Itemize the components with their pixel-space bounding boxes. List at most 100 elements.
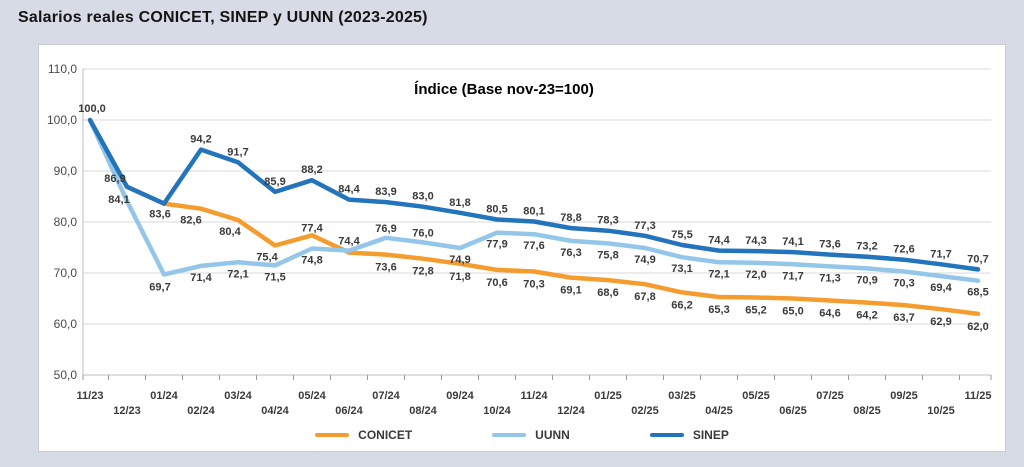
data-label-uunn: 74,4 xyxy=(338,236,360,248)
data-label-uunn: 75,8 xyxy=(597,249,618,261)
x-axis-label: 11/23 xyxy=(77,390,104,402)
legend-item-uunn: UUNN xyxy=(492,428,570,442)
data-label-uunn: 72,1 xyxy=(708,268,729,280)
conicet-line-swatch-icon xyxy=(315,433,350,437)
data-label-conicet: 82,6 xyxy=(180,215,201,227)
x-axis-label: 10/25 xyxy=(927,405,955,417)
data-label-uunn: 69,7 xyxy=(149,282,170,294)
x-axis-label: 07/25 xyxy=(816,390,844,402)
x-axis-label: 08/24 xyxy=(409,405,437,417)
legend-label: CONICET xyxy=(358,428,413,442)
sinep-line-swatch-icon xyxy=(649,433,684,437)
data-label-conicet: 70,6 xyxy=(486,277,507,289)
data-label-sinep: 74,1 xyxy=(782,236,803,248)
x-axis-label: 01/25 xyxy=(594,390,622,402)
data-label-uunn: 69,4 xyxy=(930,282,952,294)
data-label-sinep: 84,4 xyxy=(338,184,360,196)
data-label-conicet: 62,0 xyxy=(967,321,988,333)
legend-label: SINEP xyxy=(692,428,729,442)
x-axis-label: 08/25 xyxy=(853,405,881,417)
data-label-uunn: 71,5 xyxy=(264,271,285,283)
data-label-conicet: 70,3 xyxy=(523,278,544,290)
x-axis-label: 02/25 xyxy=(631,405,659,417)
data-label-sinep: 72,6 xyxy=(893,244,914,256)
data-label-conicet: 65,3 xyxy=(708,304,729,316)
data-label-uunn: 74,8 xyxy=(301,255,322,267)
data-label-uunn: 76,9 xyxy=(375,223,396,235)
data-label-uunn: 84,1 xyxy=(108,194,129,206)
data-label-uunn: 77,9 xyxy=(486,239,507,251)
x-axis-label: 05/24 xyxy=(298,390,326,402)
chart-legend: CONICET UUNN SINEP xyxy=(39,428,1005,442)
data-label-conicet: 68,6 xyxy=(597,287,618,299)
legend-label: UUNN xyxy=(535,428,570,442)
y-axis-tick-label: 110,0 xyxy=(48,62,77,76)
data-label-uunn: 70,3 xyxy=(893,277,914,289)
series-line-conicet xyxy=(87,117,981,317)
data-label-uunn: 76,3 xyxy=(560,247,581,259)
data-label-conicet: 65,0 xyxy=(782,306,803,318)
data-label-uunn: 71,7 xyxy=(782,270,803,282)
data-label-uunn: 70,9 xyxy=(856,274,877,286)
line-chart: 110,0 100,0 90,0 80,0 70,0 60,0 50,0 11/23 12/23… xyxy=(47,62,992,417)
data-label-uunn: 72,1 xyxy=(227,268,248,280)
y-axis-tick-label: 90,0 xyxy=(54,164,78,178)
data-label-sinep: 83,9 xyxy=(375,186,396,198)
x-axis-label: 06/24 xyxy=(335,405,363,417)
data-label-conicet: 67,8 xyxy=(634,291,655,303)
data-label-conicet: 62,9 xyxy=(930,316,951,328)
page-title: Salarios reales CONICET, SINEP y UUNN (2… xyxy=(18,9,428,26)
x-axis-label: 12/24 xyxy=(557,405,585,417)
x-axis-label: 07/24 xyxy=(372,390,400,402)
data-label-sinep: 71,7 xyxy=(930,248,951,260)
y-axis-tick-label: 100,0 xyxy=(47,113,77,127)
x-axis-label: 06/25 xyxy=(779,405,807,417)
legend-item-conicet: CONICET xyxy=(315,428,412,442)
y-axis-tick-label: 70,0 xyxy=(54,266,78,280)
data-label-conicet: 75,4 xyxy=(256,251,278,263)
chart-card: 110,0 100,0 90,0 80,0 70,0 60,0 50,0 11/23 12/23… xyxy=(38,44,1006,452)
data-label-conicet: 72,8 xyxy=(412,266,433,278)
data-label-sinep: 73,2 xyxy=(856,241,877,253)
data-label-conicet: 71,8 xyxy=(449,271,470,283)
data-label-sinep: 80,5 xyxy=(486,203,507,215)
data-label-sinep: 75,5 xyxy=(671,229,692,241)
data-label-conicet: 65,2 xyxy=(745,304,766,316)
data-label-conicet: 73,6 xyxy=(375,262,396,274)
data-label-conicet: 63,7 xyxy=(893,312,914,324)
data-label-sinep: 78,3 xyxy=(597,215,618,227)
legend-item-sinep: SINEP xyxy=(649,428,729,442)
data-label-conicet: 69,1 xyxy=(560,285,581,297)
y-axis-tick-label: 80,0 xyxy=(54,215,78,229)
data-label-uunn: 71,4 xyxy=(190,272,212,284)
series-line-sinep xyxy=(87,117,981,272)
uunn-line-swatch-icon xyxy=(492,433,527,437)
series-line-uunn xyxy=(87,117,981,283)
data-label-sinep: 81,8 xyxy=(449,197,470,209)
data-label-uunn: 68,5 xyxy=(967,287,988,299)
data-label-sinep: 74,3 xyxy=(745,235,766,247)
data-label-sinep: 74,4 xyxy=(708,235,730,247)
data-label-sinep: 70,7 xyxy=(967,253,988,265)
data-label-sinep: 100,0 xyxy=(78,103,106,115)
x-axis-label: 04/25 xyxy=(705,405,733,417)
data-label-sinep: 73,6 xyxy=(819,239,840,251)
x-axis-label: 03/25 xyxy=(668,390,696,402)
x-axis-label: 11/25 xyxy=(965,390,992,402)
data-label-uunn: 72,0 xyxy=(745,269,766,281)
data-label-conicet: 83,6 xyxy=(149,209,170,221)
y-axis-tick-label: 50,0 xyxy=(54,368,78,382)
data-label-conicet: 64,2 xyxy=(856,310,877,322)
data-label-conicet: 80,4 xyxy=(219,226,241,238)
data-label-conicet: 66,2 xyxy=(671,299,692,311)
data-label-conicet: 64,6 xyxy=(819,308,840,320)
data-label-sinep: 80,1 xyxy=(523,205,544,217)
x-axis-label: 10/24 xyxy=(483,405,511,417)
data-label-uunn: 74,9 xyxy=(634,254,655,266)
data-label-uunn: 73,1 xyxy=(671,263,692,275)
data-label-uunn: 74,9 xyxy=(449,254,470,266)
x-axis-label: 02/24 xyxy=(187,405,215,417)
x-axis-label: 03/24 xyxy=(224,390,252,402)
data-label-sinep: 94,2 xyxy=(190,134,211,146)
data-label-sinep: 91,7 xyxy=(227,146,248,158)
